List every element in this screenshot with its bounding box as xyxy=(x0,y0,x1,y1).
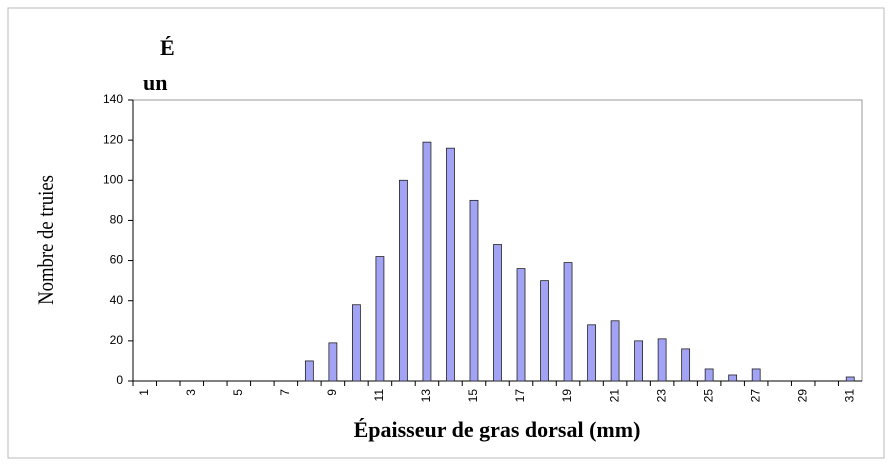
y-tick-label: 100 xyxy=(103,172,123,186)
y-tick-label: 80 xyxy=(110,213,124,227)
title-line: É xyxy=(160,35,175,60)
x-tick-label: 23 xyxy=(654,389,668,403)
bar xyxy=(516,268,526,382)
bar xyxy=(751,368,761,382)
y-tick-label: 60 xyxy=(110,253,124,267)
x-tick-label: 9 xyxy=(325,389,339,396)
x-tick-label: 7 xyxy=(278,389,292,396)
bar xyxy=(540,280,549,382)
bar xyxy=(304,360,314,382)
bar xyxy=(469,199,479,382)
x-tick-label: 29 xyxy=(795,389,809,403)
x-tick-label: 27 xyxy=(748,389,762,403)
bar xyxy=(399,179,408,382)
x-tick-label: 11 xyxy=(372,389,386,402)
y-tick-label: 120 xyxy=(103,132,123,146)
x-tick-label: 21 xyxy=(607,389,621,403)
bar xyxy=(845,376,855,382)
bar xyxy=(634,340,643,382)
bar xyxy=(610,320,620,382)
y-tick-label: 140 xyxy=(103,92,123,106)
y-tick-label: 0 xyxy=(116,373,123,387)
title-line: un xyxy=(143,70,167,95)
bar xyxy=(563,262,573,382)
x-axis-label: Épaisseur de gras dorsal (mm) xyxy=(354,417,641,442)
bar xyxy=(681,348,691,382)
bar xyxy=(328,342,338,382)
bar xyxy=(493,244,502,382)
y-tick-label: 20 xyxy=(110,333,124,347)
x-tick-label: 31 xyxy=(842,389,856,403)
bar xyxy=(728,374,738,382)
y-tick-label: 40 xyxy=(110,293,124,307)
x-tick-label: 19 xyxy=(560,389,574,403)
bar xyxy=(704,368,714,382)
x-tick-label: 17 xyxy=(513,389,527,403)
bar xyxy=(657,338,667,382)
x-tick-label: 13 xyxy=(419,389,433,403)
frame xyxy=(7,7,885,459)
y-axis-label: Nombre de truies xyxy=(35,175,59,305)
x-tick-label: 5 xyxy=(231,389,245,396)
x-tick-label: 3 xyxy=(184,389,198,396)
bar xyxy=(446,147,455,382)
bar xyxy=(352,304,361,382)
x-tick-label: 15 xyxy=(466,389,480,403)
x-tick-label: 25 xyxy=(701,389,715,403)
bar xyxy=(422,141,432,382)
bar xyxy=(587,324,596,382)
title-group: É un xyxy=(143,35,175,95)
x-tick-label: 1 xyxy=(137,389,151,396)
bar xyxy=(375,256,385,382)
